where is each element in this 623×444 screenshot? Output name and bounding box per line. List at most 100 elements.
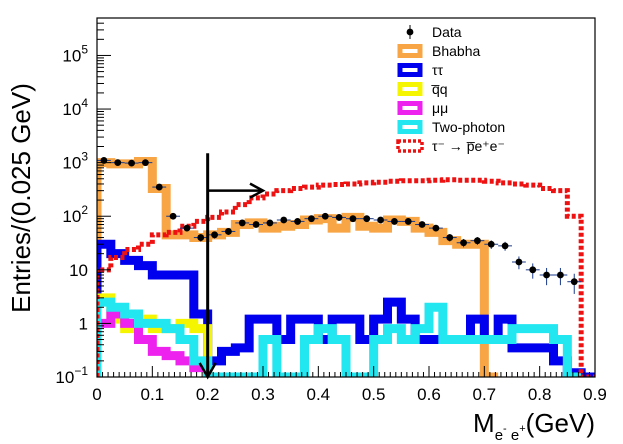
- legend-label: τ⁻ → p̅e⁺e⁻: [432, 138, 505, 154]
- data-point: [221, 228, 236, 235]
- data-point: [470, 237, 485, 245]
- axis-layer: 0 0.1 0.2 0.3 0.4 0.5 0.6 0.7 0.8 0.9 10−1 1 10 102 10…: [55, 17, 607, 404]
- histogram-tautau: [97, 239, 595, 377]
- legend-swatch: [397, 101, 423, 115]
- data-marker: [266, 219, 274, 227]
- legend-entry-mumu: μμ: [397, 100, 448, 116]
- data-point: [152, 183, 167, 191]
- x-tick-label: 0.2: [196, 385, 220, 404]
- data-point: [193, 234, 208, 242]
- legend-entry-qqbar: q̅q: [397, 81, 448, 97]
- y-tick-label: 10−1: [55, 364, 88, 387]
- series-layer: [97, 157, 595, 377]
- y-tick-label: 103: [62, 150, 88, 173]
- histogram-two-photon: [97, 297, 582, 377]
- histogram-signal: [97, 177, 595, 377]
- x-tick-label: 0.4: [307, 385, 331, 404]
- x-tick-label: 0.8: [528, 385, 552, 404]
- data-marker: [432, 224, 440, 232]
- annotation-layer: [198, 153, 266, 380]
- data-marker: [335, 214, 343, 221]
- legend-label: μμ: [432, 100, 448, 116]
- data-marker: [114, 159, 122, 167]
- data-point: [401, 218, 416, 225]
- data-point: [429, 224, 443, 232]
- x-tick-label: 0.7: [473, 385, 497, 404]
- y-tick-label: 105: [62, 42, 88, 65]
- data-marker: [474, 237, 481, 245]
- data-point: [387, 218, 402, 225]
- data-point: [484, 240, 499, 249]
- data-point: [235, 219, 250, 227]
- data-marker: [349, 215, 357, 223]
- data-point: [373, 216, 388, 224]
- data-marker: [487, 240, 495, 248]
- data-point: [456, 238, 471, 248]
- data-marker: [543, 271, 550, 279]
- x-tick-label: 0.6: [417, 385, 441, 404]
- data-marker: [128, 159, 135, 167]
- legend-swatch: [397, 44, 423, 58]
- data-marker: [501, 242, 509, 250]
- legend-label: Two-photon: [432, 119, 505, 135]
- legend-label: q̅q: [430, 81, 447, 97]
- data-marker: [377, 216, 384, 224]
- data-marker: [197, 234, 205, 241]
- data-marker: [211, 231, 218, 239]
- data-point: [304, 215, 319, 223]
- data-point: [498, 241, 512, 251]
- data-marker: [460, 239, 467, 247]
- data-point: [332, 214, 346, 221]
- data-point: [359, 215, 374, 223]
- data-marker: [238, 219, 246, 227]
- data-point: [124, 159, 139, 167]
- data-point: [567, 273, 582, 294]
- data-marker: [570, 278, 578, 286]
- data-point: [290, 218, 305, 225]
- data-point: [318, 212, 333, 220]
- y-axis-label: Entries/(0.025 GeV): [6, 83, 36, 313]
- data-point: [525, 263, 540, 279]
- data-marker: [321, 212, 329, 220]
- legend-entry-data: Data: [406, 24, 462, 40]
- data-marker: [155, 183, 163, 191]
- legend-entry-Bhabha: Bhabha: [397, 43, 480, 59]
- data-marker: [252, 221, 260, 228]
- data-point: [249, 221, 263, 228]
- y-tick-label: 104: [62, 96, 88, 119]
- legend-label: Data: [432, 24, 462, 40]
- legend-swatch: [397, 63, 423, 77]
- signal-region-arrow-head: [249, 182, 266, 199]
- data-point: [442, 234, 457, 242]
- data-point: [263, 219, 277, 227]
- legend-entry-signal: τ⁻ → p̅e⁺e⁻: [396, 138, 505, 154]
- data-marker: [225, 228, 232, 235]
- data-point: [180, 224, 194, 232]
- legend-swatch: [397, 120, 423, 134]
- y-tick-label: 10: [69, 261, 88, 280]
- data-marker: [404, 218, 412, 225]
- data-marker: [363, 215, 371, 223]
- y-tick-label: 1: [79, 314, 88, 333]
- histogram-mumu: [97, 309, 208, 377]
- data-point: [207, 231, 222, 239]
- data-point: [415, 221, 429, 228]
- data-point: [97, 157, 111, 164]
- legend-label: Bhabha: [432, 43, 480, 59]
- x-tick-label: 0.5: [362, 385, 386, 404]
- x-tick-label: 0.9: [583, 385, 607, 404]
- x-axis-label: Me- e+(GeV): [473, 408, 595, 444]
- x-tick-label: 0.3: [251, 385, 275, 404]
- data-point: [553, 267, 568, 286]
- data-marker: [280, 216, 288, 224]
- data-marker: [515, 258, 523, 266]
- data-marker: [169, 212, 177, 220]
- data-point: [276, 216, 291, 224]
- data-point: [110, 159, 125, 167]
- data-marker: [183, 224, 191, 232]
- legend: Data Bhabha ττ q̅q μμ Two-photon τ⁻ → p̅e⁺e⁻: [396, 24, 505, 154]
- data-point: [539, 267, 554, 286]
- x-tick-label: 0: [92, 385, 101, 404]
- legend-swatch: [396, 139, 424, 153]
